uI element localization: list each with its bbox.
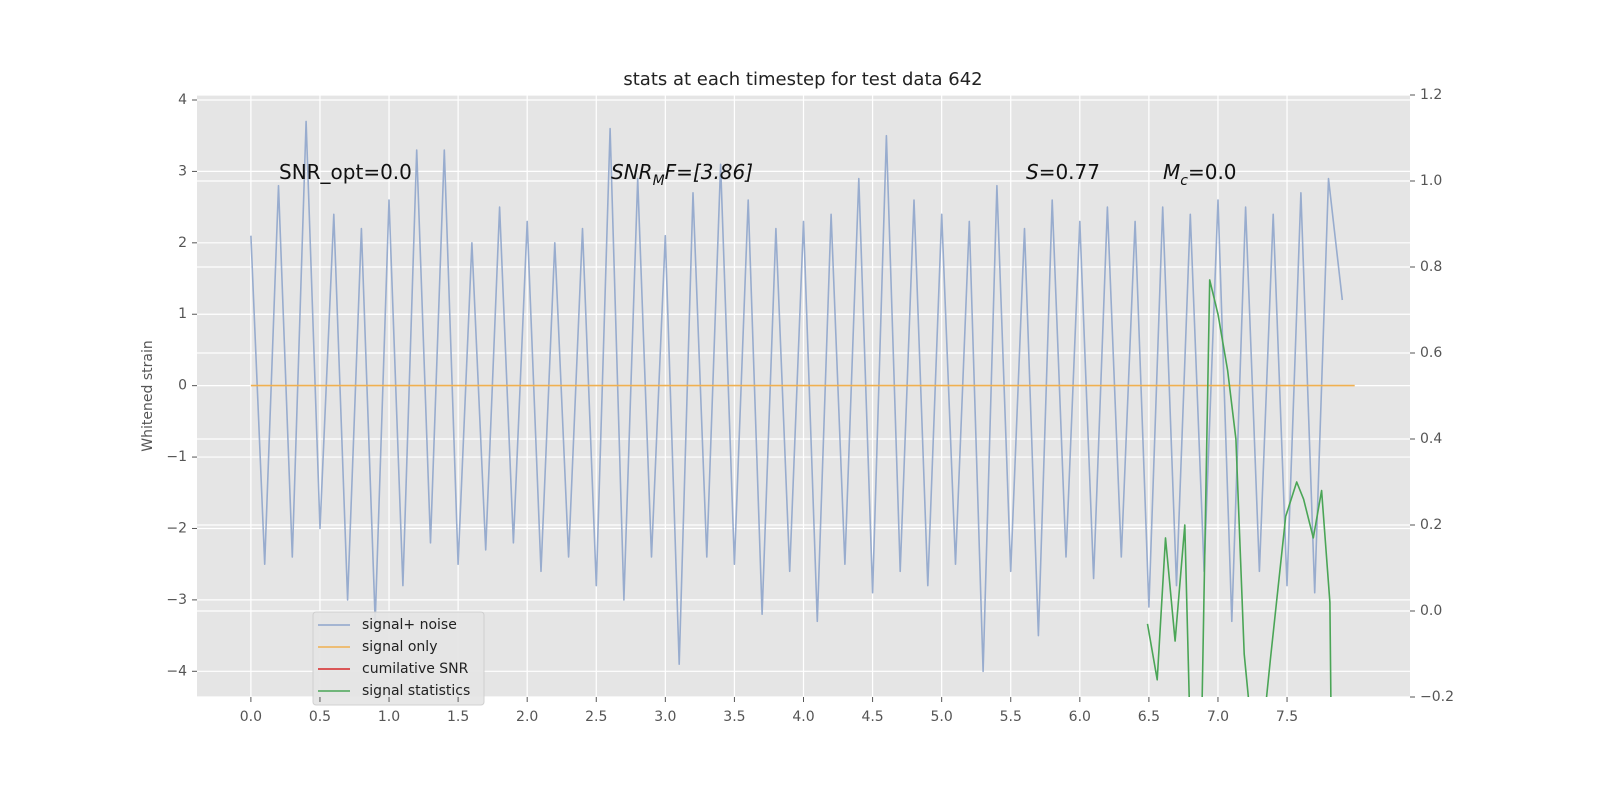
x-tick-label: 4.5 — [861, 709, 883, 725]
y2-tick-label: 0.0 — [1420, 603, 1442, 619]
x-tick-label: 1.5 — [447, 709, 469, 725]
annotation-part: F=[3.86] — [665, 160, 753, 184]
lines — [250, 120, 1355, 697]
y2-tick-label: 0.4 — [1420, 431, 1442, 447]
annotation-part: SNR_opt=0.0 — [279, 160, 412, 184]
x-tick-label: 6.5 — [1138, 709, 1160, 725]
x-tick-label: 6.0 — [1069, 709, 1091, 725]
annotation-part: SNR — [611, 160, 653, 184]
y2-tick-label: −0.2 — [1420, 689, 1454, 705]
annotation: SNRMF=[3.86] — [611, 160, 753, 190]
annotation-part: =0.0 — [1188, 160, 1237, 184]
y2-tick-label: 1.2 — [1420, 87, 1442, 103]
y-tick-label: 4 — [178, 92, 187, 108]
x-tick-label: 2.5 — [585, 709, 607, 725]
legend-label: cumilative SNR — [362, 661, 469, 677]
annotation: Mc=0.0 — [1163, 160, 1237, 190]
x-tick-label: 2.0 — [516, 709, 538, 725]
chart-title: stats at each timestep for test data 642 — [623, 69, 982, 90]
annotation-part: =0.77 — [1039, 160, 1100, 184]
y-tick-label: −4 — [166, 663, 187, 679]
y-tick-label: 3 — [178, 163, 187, 179]
annotation: SNR_opt=0.0 — [279, 160, 412, 184]
y-tick-label: 0 — [178, 378, 187, 394]
legend-label: signal statistics — [362, 683, 470, 699]
legend-label: signal only — [362, 639, 437, 655]
overlay: SNR_opt=0.0 SNRMF=[3.86] S=0.77 Mc=0.0signa… — [279, 160, 1237, 706]
x-tick-label: 5.5 — [1000, 709, 1022, 725]
y-axis-label: Whitened strain — [140, 340, 156, 451]
x-tick-label: 7.0 — [1207, 709, 1229, 725]
y-tick-label: −3 — [166, 592, 187, 608]
y2-tick-label: 0.6 — [1420, 345, 1442, 361]
x-tick-label: 3.5 — [723, 709, 745, 725]
annotation: S=0.77 — [1026, 160, 1100, 184]
series-line — [250, 120, 1344, 673]
annotation-part: S — [1026, 160, 1039, 184]
legend-label: signal+ noise — [362, 617, 457, 633]
annotation-part: M — [653, 173, 665, 189]
x-tick-label: 1.0 — [378, 709, 400, 725]
y2-tick-label: 1.0 — [1420, 173, 1442, 189]
y-tick-label: −2 — [166, 520, 187, 536]
legend-box — [312, 611, 485, 706]
x-tick-label: 0.5 — [309, 709, 331, 725]
y2-tick-label: 0.8 — [1420, 259, 1442, 275]
annotation-part: c — [1180, 173, 1188, 189]
y-tick-label: 2 — [178, 235, 187, 251]
series-line — [1146, 279, 1332, 697]
y-tick-label: −1 — [166, 449, 187, 465]
x-tick-label: 5.0 — [931, 709, 953, 725]
annotation-part: M — [1163, 160, 1180, 184]
x-tick-label: 7.5 — [1276, 709, 1298, 725]
x-tick-label: 0.0 — [240, 709, 262, 725]
y2-tick-label: 0.2 — [1420, 517, 1442, 533]
x-tick-label: 3.0 — [654, 709, 676, 725]
y-tick-label: 1 — [178, 306, 187, 322]
x-tick-label: 4.0 — [792, 709, 814, 725]
